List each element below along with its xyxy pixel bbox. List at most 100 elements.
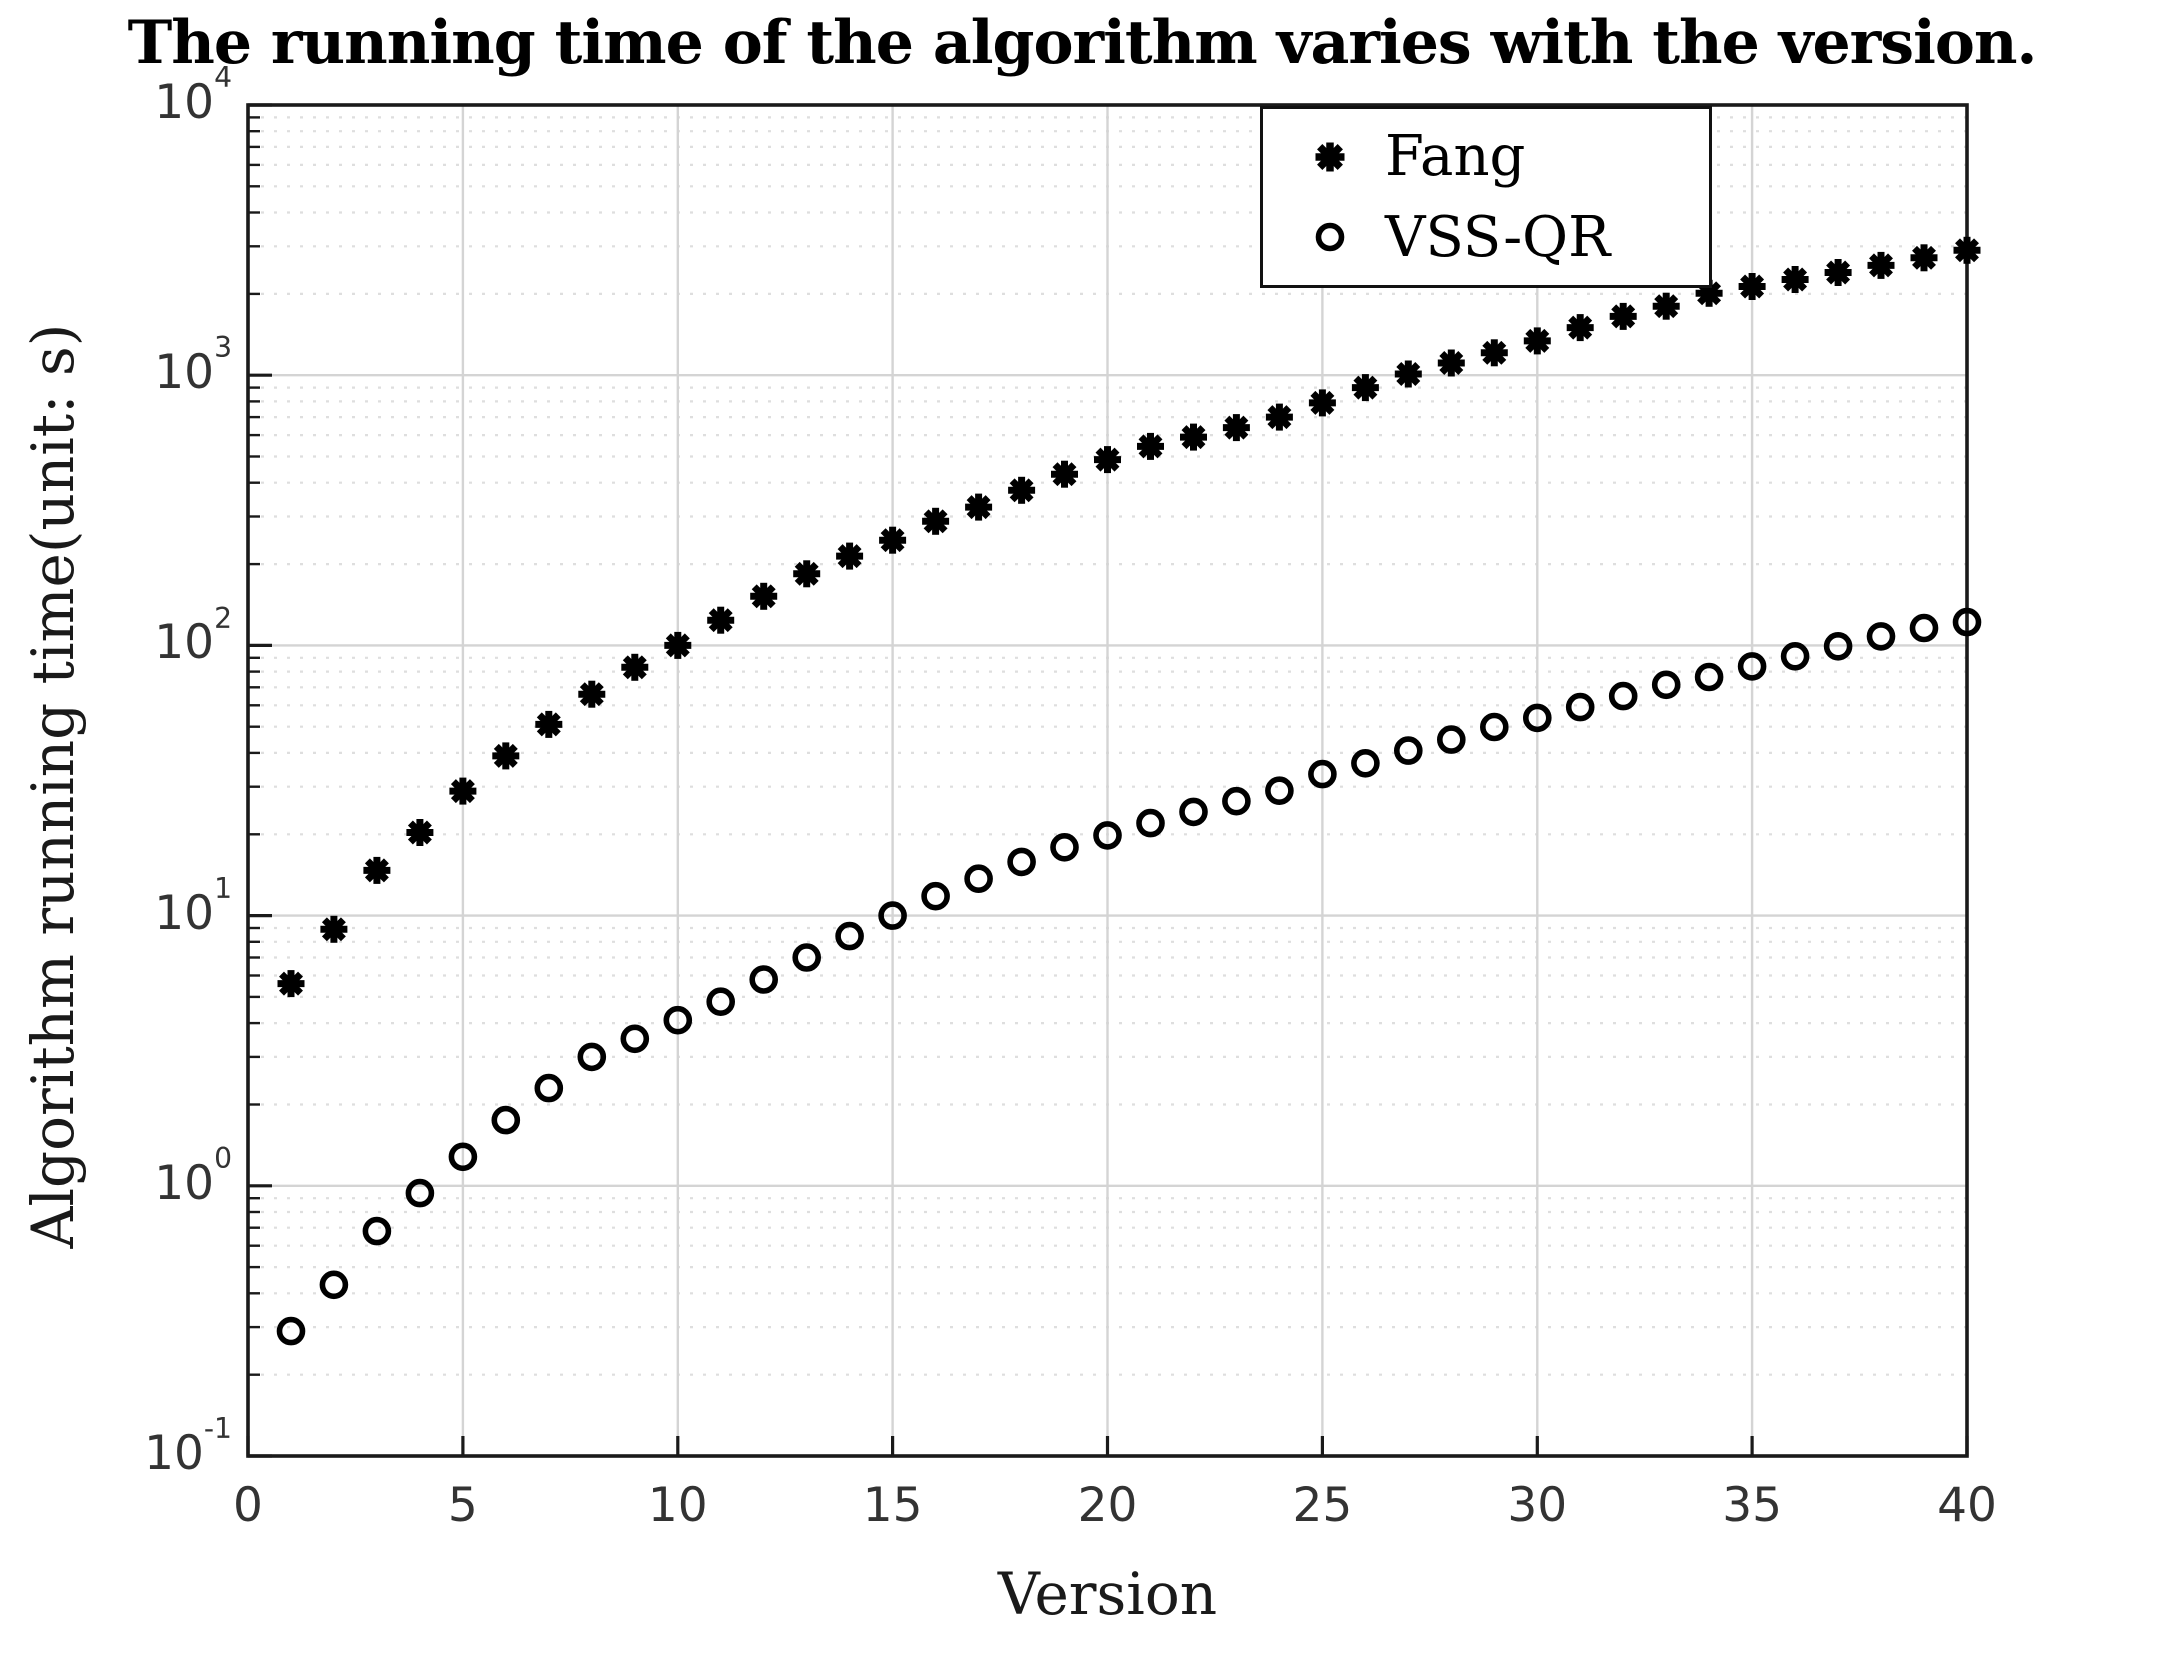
data-point-circle: [1651, 670, 1681, 700]
data-point-asterisk: [1008, 476, 1036, 504]
data-point-asterisk: [1953, 236, 1981, 264]
legend-label: VSS-QR: [1385, 204, 1611, 270]
x-tick-label: 30: [1507, 1478, 1568, 1533]
data-point-asterisk: [836, 542, 864, 570]
data-point-asterisk: [277, 970, 305, 998]
data-point-asterisk: [1738, 273, 1766, 300]
data-point-asterisk: [1566, 314, 1594, 342]
x-tick-label: 0: [233, 1478, 263, 1533]
data-point-circle: [319, 1270, 349, 1300]
data-point-circle: [1093, 821, 1122, 850]
data-point-circle: [964, 864, 993, 894]
data-point-asterisk: [922, 507, 950, 535]
data-point-circle: [491, 1105, 521, 1135]
data-point-circle: [1608, 681, 1638, 711]
x-tick-label: 5: [447, 1478, 478, 1533]
data-point-circle: [1308, 759, 1337, 789]
data-point-asterisk: [1824, 259, 1852, 286]
data-point-circle: [1737, 652, 1767, 681]
circle-glyph: [1315, 222, 1345, 252]
data-point-asterisk: [664, 631, 692, 659]
series-vss-qr: [276, 607, 1982, 1346]
y-axis-label: Algorithm running time(unit: s): [19, 323, 87, 1249]
data-point-circle: [1437, 725, 1466, 754]
data-point-asterisk: [621, 653, 649, 681]
data-point-asterisk: [363, 856, 391, 884]
data-point-circle: [448, 1142, 478, 1172]
x-tick-label: 15: [862, 1478, 923, 1533]
data-point-circle: [1909, 613, 1939, 643]
data-point-asterisk: [1308, 389, 1336, 417]
data-point-asterisk: [492, 742, 520, 770]
data-point-asterisk: [1867, 251, 1895, 279]
data-point-circle: [620, 1024, 650, 1054]
data-point-circle: [792, 943, 822, 972]
y-tick-label: 102: [154, 601, 232, 671]
data-point-asterisk: [1437, 349, 1465, 377]
data-point-asterisk: [1265, 403, 1293, 431]
data-point-asterisk: [406, 819, 434, 846]
asterisk-glyph: [1315, 142, 1345, 172]
data-point-circle: [1780, 641, 1810, 671]
data-point-asterisk: [750, 582, 778, 610]
data-point-asterisk: [320, 915, 348, 943]
data-point-circle: [1050, 832, 1079, 862]
data-point-asterisk: [1609, 302, 1637, 330]
data-point-circle: [1222, 786, 1251, 816]
data-point-circle: [878, 901, 907, 930]
y-tick-label: 10-1: [144, 1412, 232, 1481]
data-point-asterisk: [1222, 414, 1250, 442]
data-point-asterisk: [535, 710, 563, 738]
data-point-circle: [1694, 662, 1724, 692]
data-point-asterisk: [449, 777, 477, 805]
x-tick-label: 10: [647, 1478, 708, 1533]
chart-title: The running time of the algorithm varies…: [127, 8, 2038, 78]
data-point-circle: [1394, 736, 1423, 765]
asterisk-marker-icon: [1315, 142, 1345, 172]
data-point-circle: [1265, 776, 1294, 806]
data-point-circle: [1351, 748, 1380, 778]
x-tick-label: 40: [1937, 1478, 1997, 1533]
data-point-asterisk: [1652, 292, 1680, 320]
data-point-asterisk: [1394, 360, 1422, 388]
y-tick-label: 103: [154, 331, 232, 401]
legend-entry-vssqr: VSS-QR: [1301, 205, 1709, 270]
data-point-circle: [749, 965, 779, 994]
data-point-asterisk: [578, 680, 606, 708]
x-axis-label: Version: [997, 1560, 1218, 1628]
data-point-asterisk: [1523, 327, 1551, 355]
data-point-asterisk: [1137, 432, 1164, 460]
x-tick-label: 25: [1292, 1478, 1353, 1533]
data-point-circle: [362, 1216, 392, 1246]
data-point-circle: [1480, 712, 1509, 742]
data-point-circle: [1565, 692, 1595, 722]
data-point-asterisk: [1051, 460, 1078, 488]
data-point-asterisk: [965, 493, 993, 521]
data-point-circle: [1823, 631, 1853, 661]
data-point-circle: [577, 1042, 607, 1072]
data-point-circle: [1007, 847, 1036, 877]
legend-label: Fang: [1385, 124, 1526, 190]
data-point-asterisk: [707, 606, 735, 634]
data-point-circle: [1136, 808, 1165, 838]
legend-entry-fang: Fang: [1301, 124, 1709, 189]
data-point-circle: [921, 881, 950, 911]
data-point-asterisk: [1351, 374, 1379, 402]
data-point-circle: [276, 1316, 306, 1346]
data-point-circle: [706, 987, 736, 1017]
data-point-circle: [405, 1178, 435, 1208]
data-point-asterisk: [1781, 266, 1809, 293]
data-point-asterisk: [1910, 244, 1938, 272]
data-point-circle: [1179, 797, 1208, 827]
data-point-circle: [663, 1005, 693, 1035]
data-point-circle: [1523, 703, 1552, 733]
data-point-asterisk: [1094, 446, 1121, 474]
data-point-circle: [835, 921, 864, 951]
data-point-circle: [534, 1073, 564, 1103]
data-point-asterisk: [1480, 339, 1508, 367]
y-tick-label: 100: [154, 1142, 232, 1211]
x-tick-label: 20: [1077, 1478, 1138, 1533]
data-point-circle: [1952, 607, 1982, 637]
